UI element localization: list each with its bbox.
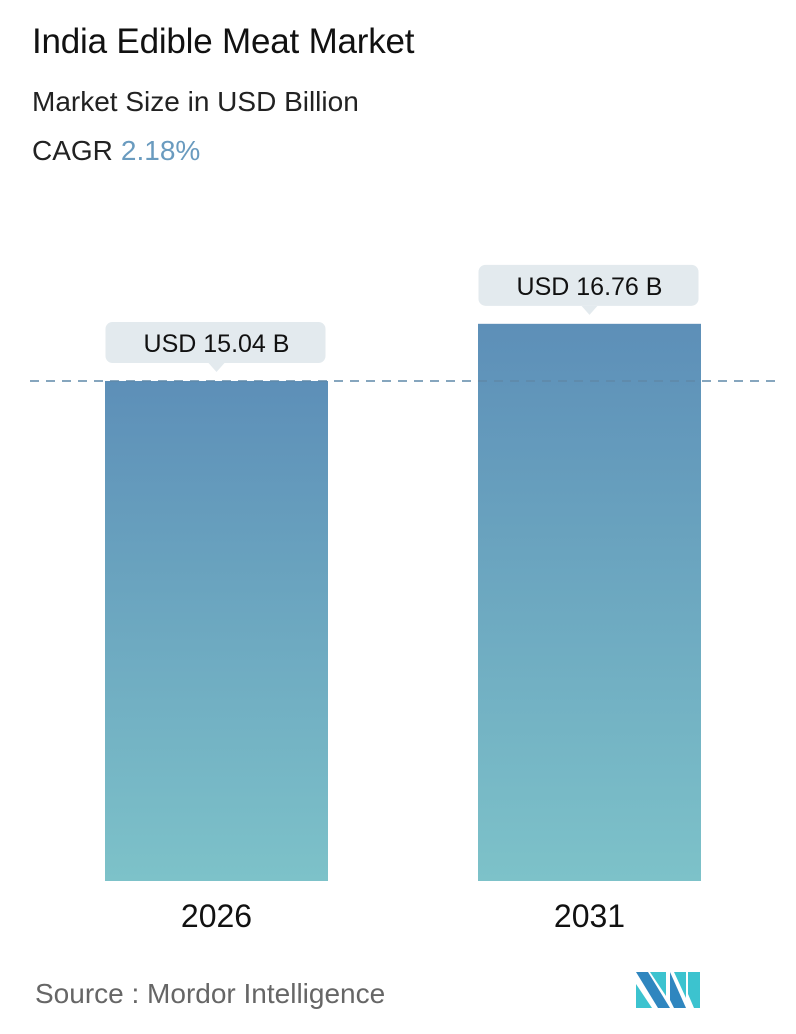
data-label: USD 16.76 B [517, 273, 663, 301]
data-label-pointer [581, 305, 598, 315]
x-tick-label: 2031 [554, 898, 625, 934]
cagr-label: CAGR [32, 135, 113, 166]
bar-chart: USD 15.04 B 2026 USD 16.76 B 2031 [30, 264, 782, 934]
data-label-box [478, 264, 699, 306]
chart-subtitle: Market Size in USD Billion [32, 86, 359, 117]
mordor-intelligence-logo [636, 972, 700, 1008]
data-label: USD 15.04 B [144, 330, 290, 358]
cagr-line: CAGR 2.18% [32, 135, 200, 167]
bar-2031 [478, 323, 701, 881]
bar-2026 [105, 381, 328, 881]
cagr-value: 2.18% [120, 135, 201, 166]
data-label-pointer [208, 363, 225, 372]
data-label-box [105, 322, 326, 363]
x-tick-label: 2026 [181, 898, 252, 934]
chart-title: India Edible Meat Market [32, 22, 415, 61]
source-text: Source : Mordor Intelligence [35, 978, 386, 1009]
